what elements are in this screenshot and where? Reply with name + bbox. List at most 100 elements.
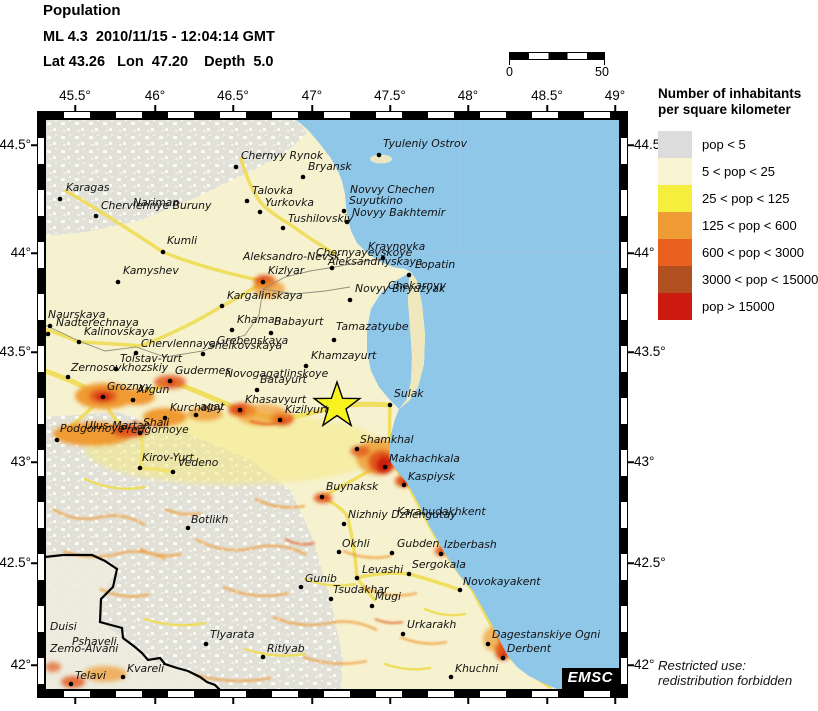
- city-label: Tsudakhar: [333, 583, 389, 596]
- city-dot: [244, 198, 250, 204]
- city-label: Novyy Biryuzyak: [355, 282, 446, 295]
- city-label: Naurskaya: [48, 308, 105, 321]
- city-label: Shelkovskaya: [208, 339, 282, 352]
- city-label: Tolstav-Yurt: [120, 352, 183, 365]
- city-dot: [438, 551, 444, 557]
- axis-label-longitude: 47°: [301, 88, 323, 103]
- legend-items: pop < 5 5 < pop < 25 25 < pop < 125 125 < p…: [658, 131, 818, 320]
- axis-tick: [467, 698, 469, 704]
- city-label: Kaspiysk: [408, 470, 456, 483]
- city-dot: [115, 279, 121, 285]
- city-dot: [341, 521, 347, 527]
- city-dot: [319, 494, 325, 500]
- city-dot: [369, 603, 375, 609]
- axis-label-longitude: 46°: [144, 88, 166, 103]
- city-label: Telavi: [75, 669, 106, 682]
- axis-label-longitude: 48°: [457, 88, 479, 103]
- city-dot: [380, 255, 386, 261]
- axis-tick: [628, 461, 634, 463]
- city-dot: [406, 571, 412, 577]
- city-label: Gudermes: [175, 364, 231, 377]
- axis-label-longitude: 46.5°: [217, 88, 249, 103]
- legend-item-label: 3000 < pop < 15000: [702, 272, 818, 287]
- city-label: Suyutkino: [349, 194, 403, 207]
- city-dot: [389, 550, 395, 556]
- city-label: Shali: [143, 416, 169, 429]
- axis-tick: [311, 698, 313, 704]
- dense-valley-ridges: [132, 420, 503, 658]
- city-label: Duisi: [50, 620, 77, 633]
- axis-tick: [232, 698, 234, 704]
- axis-label-latitude: 43°: [634, 453, 655, 469]
- axis-tick: [628, 144, 634, 146]
- city-label: Babayurt: [274, 315, 324, 328]
- city-dot: [329, 265, 335, 271]
- city-dot: [347, 297, 353, 303]
- city-dot: [54, 437, 60, 443]
- epicenter-star: [312, 379, 362, 428]
- city-label: Nadterechnaya: [56, 316, 139, 329]
- city-dot: [170, 469, 176, 475]
- city-label: Kalinovskaya: [84, 325, 155, 338]
- city-dot: [485, 641, 491, 647]
- axis-label-latitude: 42.5°: [0, 554, 31, 570]
- header: Population ML 4.3 2010/11/15 - 12:04:14 …: [43, 2, 275, 79]
- city-label: Predgornoye: [120, 423, 189, 436]
- city-dot: [45, 331, 51, 337]
- legend-item-label: pop < 5: [702, 137, 746, 152]
- city-dot: [167, 378, 173, 384]
- city-dot: [76, 339, 82, 345]
- legend-item: 3000 < pop < 15000: [658, 266, 818, 293]
- axis-label-longitude: 47.5°: [374, 88, 406, 103]
- legend-item: 600 < pop < 3000: [658, 239, 818, 266]
- page-title: Population: [43, 2, 121, 19]
- city-label: Chekarnyy: [388, 279, 447, 292]
- steppe-low-population-area: [45, 119, 307, 236]
- city-label: Gunib: [305, 572, 337, 585]
- axis-label-latitude: 42.5°: [634, 554, 666, 570]
- legend-item: pop > 15000: [658, 293, 818, 320]
- city-label: Zernosovkhozskiy: [70, 361, 169, 374]
- legend-swatch: [658, 131, 692, 158]
- city-dot: [268, 330, 274, 336]
- city-dot: [376, 152, 382, 158]
- city-dot: [160, 249, 166, 255]
- city-dot: [303, 363, 309, 369]
- city-dot: [401, 482, 407, 488]
- city-label: Chervlennaya: [141, 337, 216, 350]
- city-label: Mugi: [375, 590, 401, 603]
- city-label: Kurchaloy: [170, 401, 224, 414]
- map-canvas: Chernyy Rynok Bryansk Tyuleniy Ostrov Novvy…: [0, 88, 666, 711]
- city-label: Shamkhal: [360, 433, 414, 446]
- city-label: Izberbash: [444, 538, 497, 551]
- city-dot: [406, 272, 412, 278]
- city-label: Tlyarata: [210, 628, 255, 641]
- river-terek: [45, 258, 384, 358]
- city-dot: [280, 225, 286, 231]
- scale-bar-tick: [604, 60, 605, 65]
- city-dot: [354, 575, 360, 581]
- city-label: Nizhniy Dzhengutay: [348, 508, 457, 521]
- city-dot: [200, 351, 206, 357]
- city-label: Aleksandro-Nevsk: [242, 250, 341, 263]
- city-label: Karabudakhkent: [397, 505, 486, 518]
- city-label: Chernyayevskoye: [316, 246, 413, 259]
- city-dot: [500, 655, 506, 661]
- map-frame-top: [37, 111, 628, 119]
- caspian-sea: [295, 119, 620, 690]
- legend-swatch: [658, 239, 692, 266]
- city-dot: [344, 219, 350, 225]
- city-label: Novyy Bakhtemir: [352, 206, 446, 219]
- city-label: Kizlyar: [268, 264, 305, 277]
- city-label: Botlikh: [191, 513, 228, 526]
- city-label: Makhachkala: [389, 452, 460, 465]
- legend-item-label: 5 < pop < 25: [702, 164, 776, 179]
- city-label: Bryansk: [308, 160, 352, 173]
- legend-item-label: 125 < pop < 600: [702, 218, 797, 233]
- city-dot: [185, 525, 191, 531]
- city-dot: [448, 674, 454, 680]
- city-label: Batayurt: [260, 373, 308, 386]
- city-label: Karagas: [66, 181, 110, 194]
- axis-tick: [389, 698, 391, 704]
- axis-label-latitude: 44.5°: [0, 136, 31, 152]
